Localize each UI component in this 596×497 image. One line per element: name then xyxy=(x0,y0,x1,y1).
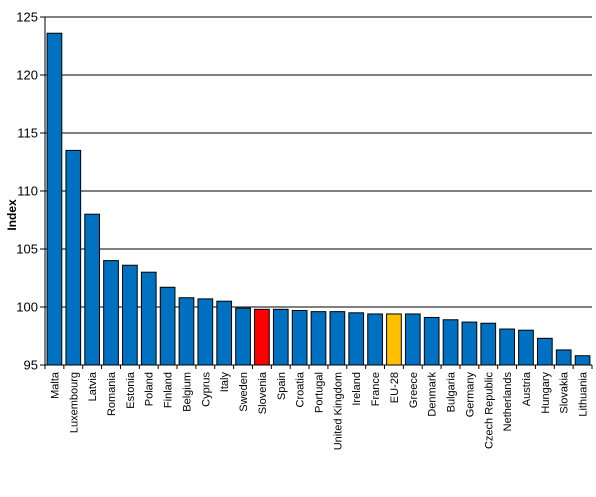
x-tick-label: Malta xyxy=(49,371,61,399)
bar-portugal xyxy=(310,311,327,366)
y-tick-label: 110 xyxy=(17,184,38,199)
x-tick-label: Ireland xyxy=(351,372,363,406)
y-tick-label: 105 xyxy=(16,242,38,257)
x-tick-label: Denmark xyxy=(427,372,439,417)
bar-united-kingdom xyxy=(329,311,346,366)
bar-greece xyxy=(404,313,421,366)
bar-ireland xyxy=(348,312,365,366)
x-tick-label: Netherlands xyxy=(502,372,514,432)
x-tick-label: Cyprus xyxy=(200,372,212,407)
bar-belgium xyxy=(178,297,195,366)
x-tick-label: Portugal xyxy=(314,372,326,413)
x-tick-label: Lithuania xyxy=(578,371,590,417)
gridlines xyxy=(45,16,592,308)
bar-cyprus xyxy=(197,298,214,366)
x-tick-label: Latvia xyxy=(87,371,99,401)
y-axis-title: Index xyxy=(5,199,19,231)
bar-italy xyxy=(216,300,233,366)
x-tick-label: Slovenia xyxy=(257,371,269,414)
bar-spain xyxy=(272,308,289,366)
x-tick-label: Romania xyxy=(106,371,118,416)
x-tick-label: Belgium xyxy=(181,372,193,412)
bar-lithuania xyxy=(574,355,591,366)
x-tick-label: Sweden xyxy=(238,372,250,412)
y-tick-label: 95 xyxy=(24,358,38,373)
bar-slovenia xyxy=(254,308,270,366)
y-tick-label: 115 xyxy=(17,126,38,141)
bar-netherlands xyxy=(499,328,515,366)
x-tick-label: Hungary xyxy=(540,372,552,414)
bar-malta xyxy=(46,32,63,366)
bar-france xyxy=(367,313,383,366)
bar-latvia xyxy=(84,213,101,366)
x-tick-label: Croatia xyxy=(295,371,307,407)
x-tick-label: Spain xyxy=(276,372,288,400)
y-tick-label: 100 xyxy=(16,300,38,315)
x-tick-label: Luxembourg xyxy=(68,372,80,433)
x-tick-label: Estonia xyxy=(125,371,137,409)
bar-estonia xyxy=(122,264,138,366)
axis-labels: 95 100 105 110 115 120 125 Malta Luxembourg Latvi… xyxy=(16,10,589,451)
axes xyxy=(40,16,593,369)
x-tick-label: Germany xyxy=(464,372,476,418)
x-tick-label: Slovakia xyxy=(559,371,571,413)
bar-poland xyxy=(140,271,157,366)
bar-germany xyxy=(461,321,478,366)
bar-romania xyxy=(103,260,119,366)
x-tick-label: Italy xyxy=(219,372,231,393)
x-tick-label: United Kingdom xyxy=(332,372,344,450)
bar-hungary xyxy=(536,337,553,366)
x-tick-label: Czech Republic xyxy=(483,372,495,450)
bar-slovakia xyxy=(555,349,572,366)
bar-eu-28 xyxy=(386,313,402,366)
bar-austria xyxy=(518,329,534,366)
bar-luxembourg xyxy=(65,149,82,366)
x-tick-label: Finland xyxy=(163,372,175,408)
x-tick-label: EU-28 xyxy=(389,372,401,403)
x-tick-label: Greece xyxy=(408,372,420,408)
x-tick-label: France xyxy=(370,372,382,406)
bar-finland xyxy=(159,286,176,366)
bar-denmark xyxy=(423,316,440,366)
x-tick-label: Poland xyxy=(144,372,156,406)
bar-bulgaria xyxy=(442,319,459,366)
y-tick-label: 125 xyxy=(16,10,38,25)
bar-sweden xyxy=(235,307,251,366)
bar-czech-republic xyxy=(480,322,497,366)
bar-croatia xyxy=(291,309,308,366)
y-tick-label: 120 xyxy=(16,68,38,83)
x-tick-label: Austria xyxy=(521,371,533,406)
bars xyxy=(46,32,591,366)
x-tick-label: Bulgaria xyxy=(446,371,458,412)
